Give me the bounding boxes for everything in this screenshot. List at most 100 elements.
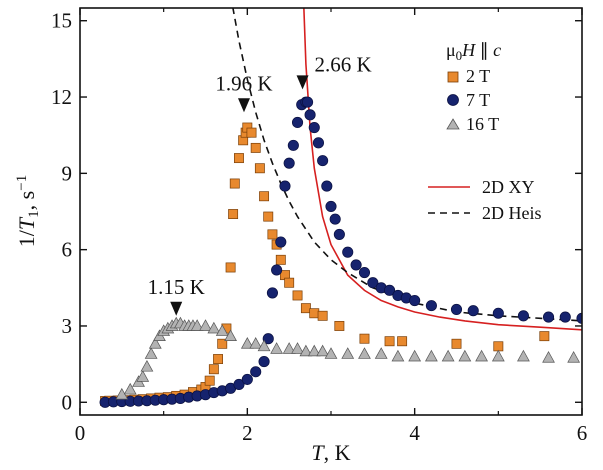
x-tick-label: 6 xyxy=(577,421,588,445)
data-point-16t xyxy=(249,337,263,349)
data-point-16t xyxy=(567,351,581,363)
peak-arrow xyxy=(237,98,250,113)
x-axis-title: T, K xyxy=(311,440,350,465)
fit-curves xyxy=(232,8,582,331)
data-point-7t xyxy=(492,307,504,319)
x-tick-label: 0 xyxy=(75,421,86,445)
data-point-16t xyxy=(224,329,237,341)
data-point-7t xyxy=(321,180,333,192)
data-point-16t xyxy=(257,339,271,352)
data-point-7t xyxy=(233,378,245,391)
legend-label-2d-heis: 2D Heis xyxy=(482,203,542,223)
data-point-2t xyxy=(208,364,219,375)
data-point-7t xyxy=(308,122,320,134)
data-point-16t xyxy=(282,342,296,354)
data-point-7t xyxy=(312,137,324,149)
data-point-2t xyxy=(384,336,395,347)
data-point-16t xyxy=(517,349,530,362)
legend-label-7t: 7 T xyxy=(466,90,490,110)
data-point-7t xyxy=(262,333,274,345)
data-point-2t xyxy=(204,375,215,386)
data-point-2t xyxy=(539,331,550,342)
data-point-2t xyxy=(217,338,228,349)
data-point-7t xyxy=(350,259,362,271)
data-point-2t xyxy=(229,178,240,189)
data-point-2t xyxy=(292,290,303,301)
legend-title: μ0H ∥ c xyxy=(446,40,501,63)
data-point-16t xyxy=(542,351,555,363)
data-point-2t xyxy=(259,191,270,202)
data-point-2t xyxy=(267,229,278,240)
data-point-2t xyxy=(263,211,274,222)
data-point-7t xyxy=(266,287,278,299)
y-tick-label: 3 xyxy=(62,314,73,338)
peak-arrow xyxy=(170,301,183,316)
data-point-2t xyxy=(275,254,286,265)
data-point-16t xyxy=(140,359,154,372)
data-point-7t xyxy=(287,139,299,151)
data-point-2t xyxy=(228,209,239,219)
data-point-2t xyxy=(250,142,261,153)
y-tick-label: 12 xyxy=(51,85,72,109)
data-point-7t xyxy=(467,305,479,317)
legend-marker-16t xyxy=(446,118,460,130)
data-point-7t xyxy=(342,246,354,258)
data-points xyxy=(99,96,582,408)
data-point-16t xyxy=(425,349,438,362)
legend-marker-2t xyxy=(447,71,459,83)
data-point-7t xyxy=(450,303,463,315)
data-point-7t xyxy=(425,300,437,312)
data-point-7t xyxy=(271,264,283,276)
data-point-16t xyxy=(123,382,137,395)
data-point-7t xyxy=(250,366,262,378)
data-point-7t xyxy=(283,157,295,169)
data-point-7t xyxy=(241,373,253,385)
data-point-16t xyxy=(190,319,204,331)
data-point-7t xyxy=(333,228,345,240)
data-point-2t xyxy=(397,336,408,347)
data-point-2t xyxy=(334,321,345,331)
peak-arrow xyxy=(296,75,309,90)
data-point-7t xyxy=(325,200,337,212)
data-point-2t xyxy=(284,277,295,288)
data-point-16t xyxy=(341,347,355,359)
data-point-16t xyxy=(270,342,284,354)
data-point-16t xyxy=(441,349,455,362)
peak-label: 2.66 K xyxy=(315,52,372,76)
legend: μ0H ∥ c 2 T 7 T 16 T 2D XY 2D Heis xyxy=(428,40,542,223)
data-point-2t xyxy=(493,341,504,352)
data-point-2t xyxy=(213,354,223,364)
data-point-7t xyxy=(559,311,571,323)
data-point-16t xyxy=(207,321,221,334)
data-point-16t xyxy=(299,344,313,357)
y-tick-label: 9 xyxy=(62,161,73,185)
data-point-16t xyxy=(391,349,405,362)
data-point-7t xyxy=(367,277,379,289)
peak-annotations: 1.15 K 1.96 K 2.66 K xyxy=(148,52,372,316)
data-point-7t xyxy=(291,116,304,129)
data-point-7t xyxy=(358,266,371,279)
data-point-7t xyxy=(275,236,287,248)
data-point-16t xyxy=(491,349,505,362)
y-tick-label: 15 xyxy=(51,9,72,33)
data-point-2t xyxy=(300,303,311,314)
x-tick-label: 2 xyxy=(242,421,253,445)
data-point-7t xyxy=(409,294,421,307)
x-tick-label: 4 xyxy=(409,421,420,445)
data-point-7t xyxy=(279,180,291,192)
y-axis-title: 1/T1, s−1 xyxy=(14,175,42,247)
data-point-16t xyxy=(408,349,422,362)
data-point-16t xyxy=(148,337,162,349)
data-point-2t xyxy=(234,153,244,164)
data-point-16t xyxy=(307,344,321,357)
data-point-16t xyxy=(475,349,488,362)
axis-ticks: 0 2 4 6 0 3 6 9 12 15 xyxy=(51,8,587,445)
data-point-16t xyxy=(358,347,371,359)
data-point-7t xyxy=(329,213,341,225)
data-point-2t xyxy=(309,308,320,319)
data-point-16t xyxy=(240,337,254,349)
data-point-16t xyxy=(215,324,229,336)
data-point-2t xyxy=(225,262,236,273)
data-point-7t xyxy=(542,311,555,323)
